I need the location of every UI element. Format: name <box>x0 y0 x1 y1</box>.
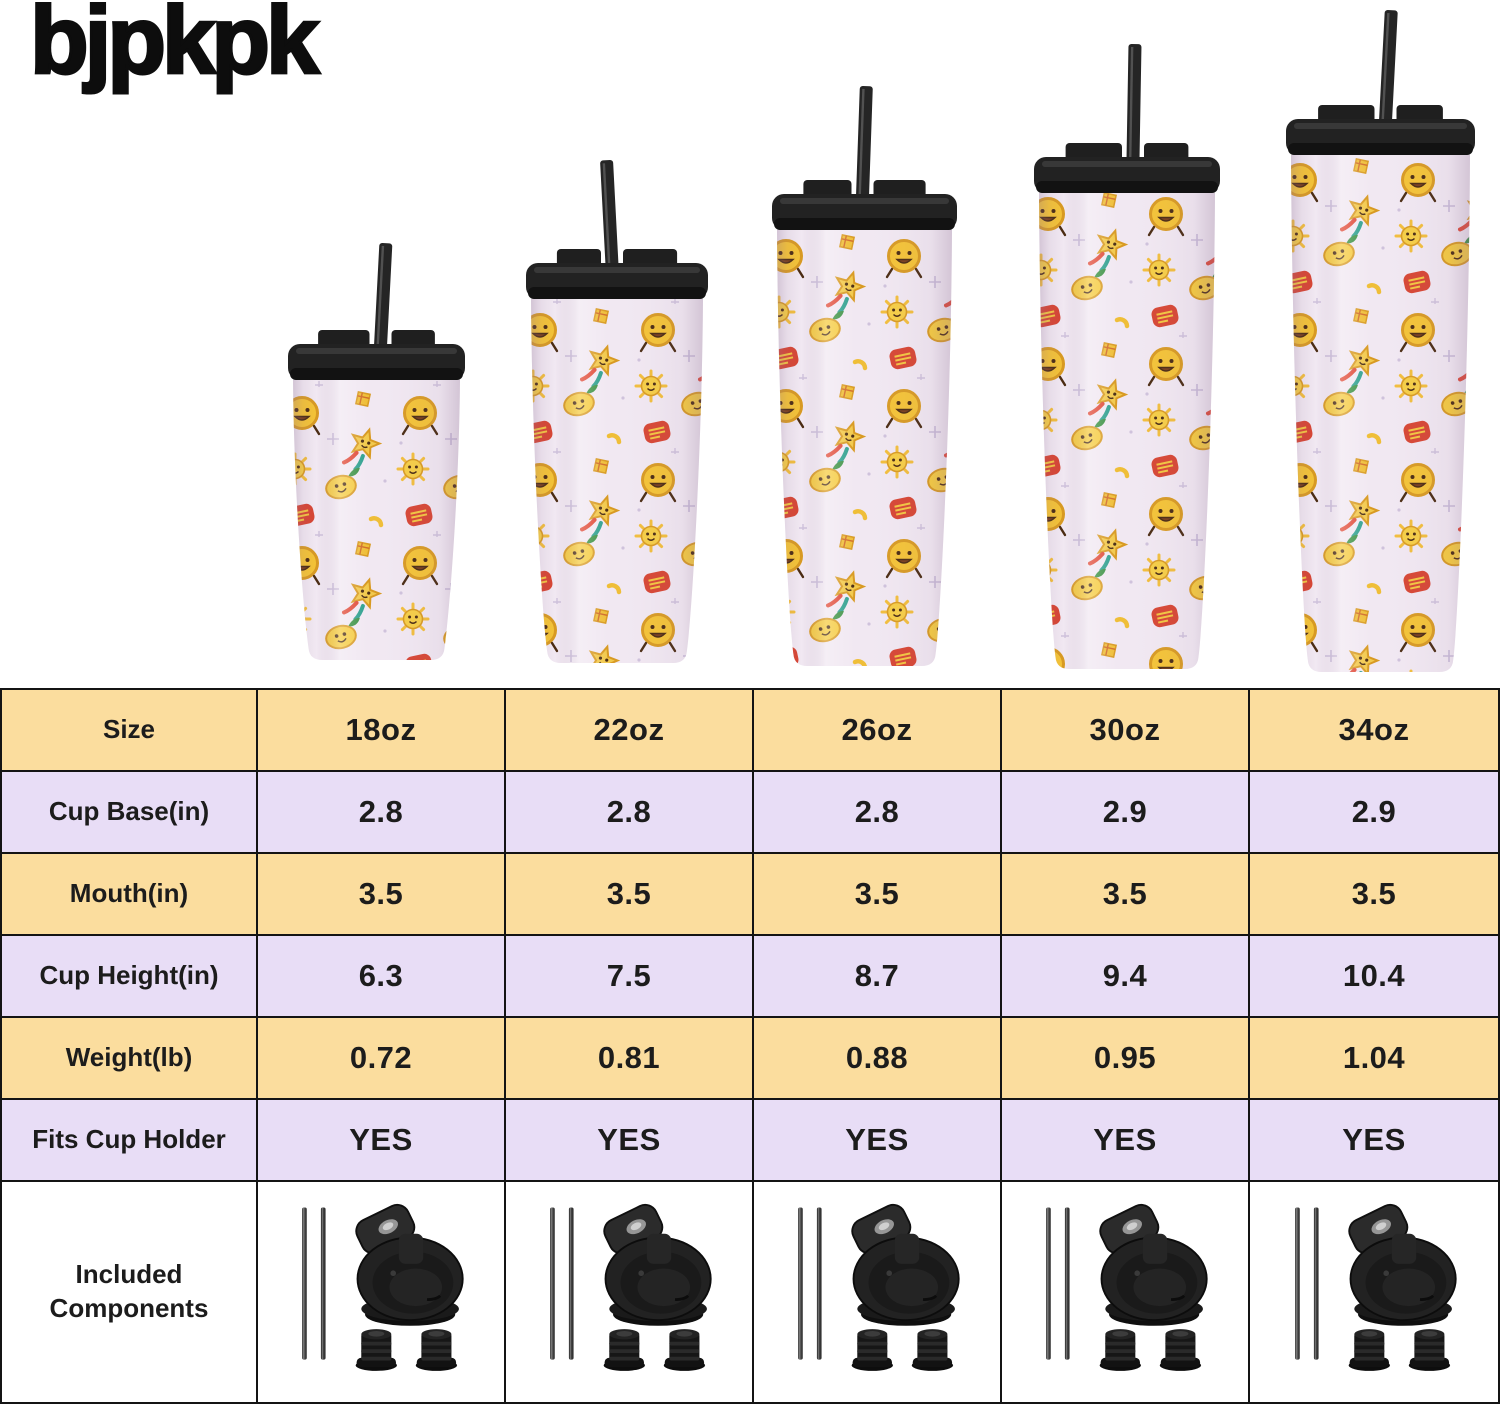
spec-value: 0.88 <box>754 1018 1002 1100</box>
spec-value: 2.9 <box>1250 772 1498 854</box>
row-label-weight: Weight(lb) <box>2 1018 258 1100</box>
row-label-included-components: Included Components <box>2 1182 258 1402</box>
included-kit-icon <box>1266 1197 1482 1387</box>
included-kit-icon <box>769 1197 985 1387</box>
spec-value: 30oz <box>1002 690 1250 772</box>
spec-value: 0.95 <box>1002 1018 1250 1100</box>
spec-value: 3.5 <box>754 854 1002 936</box>
tumbler-18oz <box>275 237 478 667</box>
spec-value: 8.7 <box>754 936 1002 1018</box>
spec-value: YES <box>258 1100 506 1182</box>
row-label-size: Size <box>2 690 258 772</box>
row-label-cup-height: Cup Height(in) <box>2 936 258 1018</box>
tumbler-26oz <box>759 80 970 673</box>
row-label-mouth: Mouth(in) <box>2 854 258 936</box>
included-kit-icon <box>521 1197 737 1387</box>
spec-value: 2.9 <box>1002 772 1250 854</box>
spec-value: 6.3 <box>258 936 506 1018</box>
spec-value: 2.8 <box>754 772 1002 854</box>
spec-value: 2.8 <box>258 772 506 854</box>
tumbler-34oz <box>1273 4 1488 679</box>
spec-value: 22oz <box>506 690 754 772</box>
tumbler-illustration <box>1034 43 1220 669</box>
spec-value: 3.5 <box>1002 854 1250 936</box>
spec-value: YES <box>506 1100 754 1182</box>
tumbler-illustration <box>771 85 957 666</box>
included-components-cell <box>506 1182 754 1402</box>
spec-table: Size 18oz 22oz 26oz 30oz 34oz Cup Base(i… <box>0 688 1500 1404</box>
tumbler-illustration <box>526 159 708 663</box>
row-label-cup-base: Cup Base(in) <box>2 772 258 854</box>
spec-value: 2.8 <box>506 772 754 854</box>
included-components-cell <box>1002 1182 1250 1402</box>
row-label-fits-cup-holder: Fits Cup Holder <box>2 1100 258 1182</box>
spec-value: 26oz <box>754 690 1002 772</box>
spec-value: 3.5 <box>258 854 506 936</box>
spec-value: YES <box>754 1100 1002 1182</box>
spec-value: 0.72 <box>258 1018 506 1100</box>
included-components-cell <box>754 1182 1002 1402</box>
spec-value: 18oz <box>258 690 506 772</box>
spec-value: 0.81 <box>506 1018 754 1100</box>
spec-value: 3.5 <box>1250 854 1498 936</box>
included-kit-icon <box>1017 1197 1233 1387</box>
spec-value: 7.5 <box>506 936 754 1018</box>
spec-value: 10.4 <box>1250 936 1498 1018</box>
spec-value: 34oz <box>1250 690 1498 772</box>
tumbler-illustration <box>287 242 465 660</box>
included-components-cell <box>258 1182 506 1402</box>
spec-value: YES <box>1250 1100 1498 1182</box>
brand-logo: bjpkpk <box>28 0 320 96</box>
tumbler-illustration <box>1285 9 1475 672</box>
tumbler-22oz <box>513 154 721 670</box>
spec-value: 9.4 <box>1002 936 1250 1018</box>
tumbler-30oz <box>1021 38 1233 676</box>
spec-value: 1.04 <box>1250 1018 1498 1100</box>
included-kit-icon <box>273 1197 489 1387</box>
spec-value: 3.5 <box>506 854 754 936</box>
included-components-cell <box>1250 1182 1498 1402</box>
spec-value: YES <box>1002 1100 1250 1182</box>
